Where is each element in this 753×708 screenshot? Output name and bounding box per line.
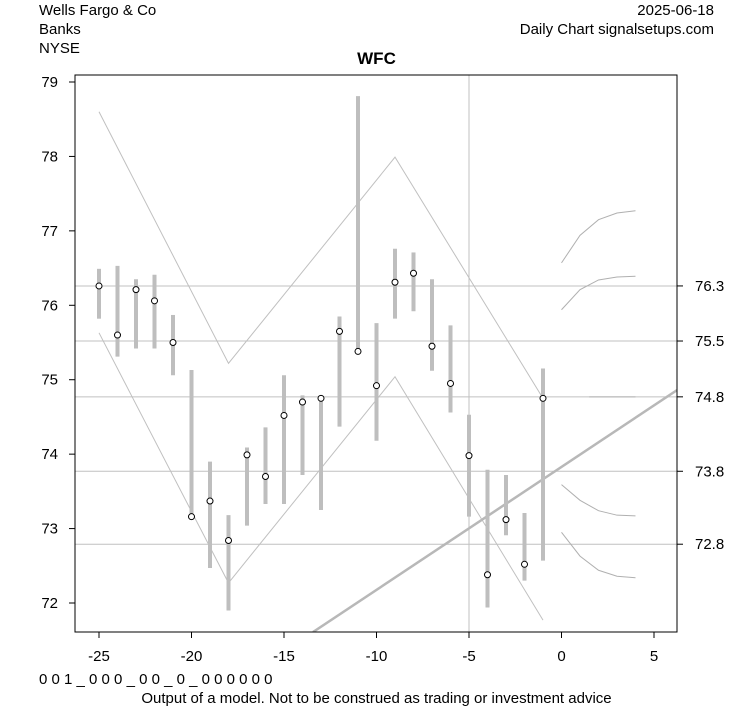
close-point xyxy=(225,536,232,544)
projection-line xyxy=(561,275,636,311)
projection-line xyxy=(561,531,636,579)
projection-line xyxy=(561,210,636,264)
x-tick-label: -15 xyxy=(273,648,295,665)
y-tick-label: 79 xyxy=(41,74,58,91)
close-point xyxy=(95,282,103,290)
exchange: NYSE xyxy=(39,40,80,57)
y-tick-label: 77 xyxy=(41,223,58,240)
y-tick-label: 75 xyxy=(41,372,58,389)
close-point xyxy=(206,497,214,505)
sector: Banks xyxy=(39,21,81,38)
close-point xyxy=(428,342,436,350)
x-tick-label: 5 xyxy=(650,648,658,665)
channel-upper-line xyxy=(98,111,544,399)
projection-line xyxy=(561,484,636,517)
level-label: 73.8 xyxy=(695,463,724,480)
close-point xyxy=(521,560,528,568)
close-point xyxy=(188,513,195,521)
close-point xyxy=(484,571,491,579)
close-point xyxy=(317,394,325,402)
level-label: 75.5 xyxy=(695,333,724,350)
close-point xyxy=(280,411,288,419)
close-point xyxy=(539,394,547,402)
close-point xyxy=(447,379,454,387)
close-point xyxy=(114,331,121,339)
level-label: 74.8 xyxy=(695,389,724,406)
close-point xyxy=(151,297,158,305)
signal-code: 0 0 1 _ 0 0 0 _ 0 0 _ 0 _ 0 0 0 0 0 0 xyxy=(39,671,273,688)
close-point xyxy=(262,472,269,480)
level-label: 72.8 xyxy=(695,536,724,553)
company-name: Wells Fargo & Co xyxy=(39,2,157,19)
x-tick-label: 0 xyxy=(557,648,565,665)
y-tick-label: 73 xyxy=(41,521,58,538)
close-point xyxy=(502,516,510,524)
close-point xyxy=(465,452,473,460)
y-tick-label: 74 xyxy=(41,446,58,463)
y-tick-label: 76 xyxy=(41,297,58,314)
x-tick-label: -5 xyxy=(462,648,475,665)
y-tick-label: 78 xyxy=(41,148,58,165)
x-tick-label: -20 xyxy=(181,648,203,665)
x-tick-label: -10 xyxy=(366,648,388,665)
level-label: 76.3 xyxy=(695,278,724,295)
y-tick-label: 72 xyxy=(41,595,58,612)
chart-source: Daily Chart signalsetups.com xyxy=(519,21,714,38)
close-point xyxy=(336,327,343,335)
close-point xyxy=(299,398,306,406)
close-point xyxy=(373,382,380,390)
close-point xyxy=(410,269,417,277)
close-point xyxy=(169,339,177,347)
close-point xyxy=(391,278,399,286)
close-point xyxy=(354,347,362,355)
chart-title: WFC xyxy=(357,49,396,68)
disclaimer: Output of a model. Not to be construed a… xyxy=(141,690,612,707)
chart-date: 2025-06-18 xyxy=(637,2,714,19)
x-tick-label: -25 xyxy=(88,648,110,665)
trend-line xyxy=(312,389,677,632)
close-point xyxy=(243,451,251,459)
close-point xyxy=(132,286,140,294)
